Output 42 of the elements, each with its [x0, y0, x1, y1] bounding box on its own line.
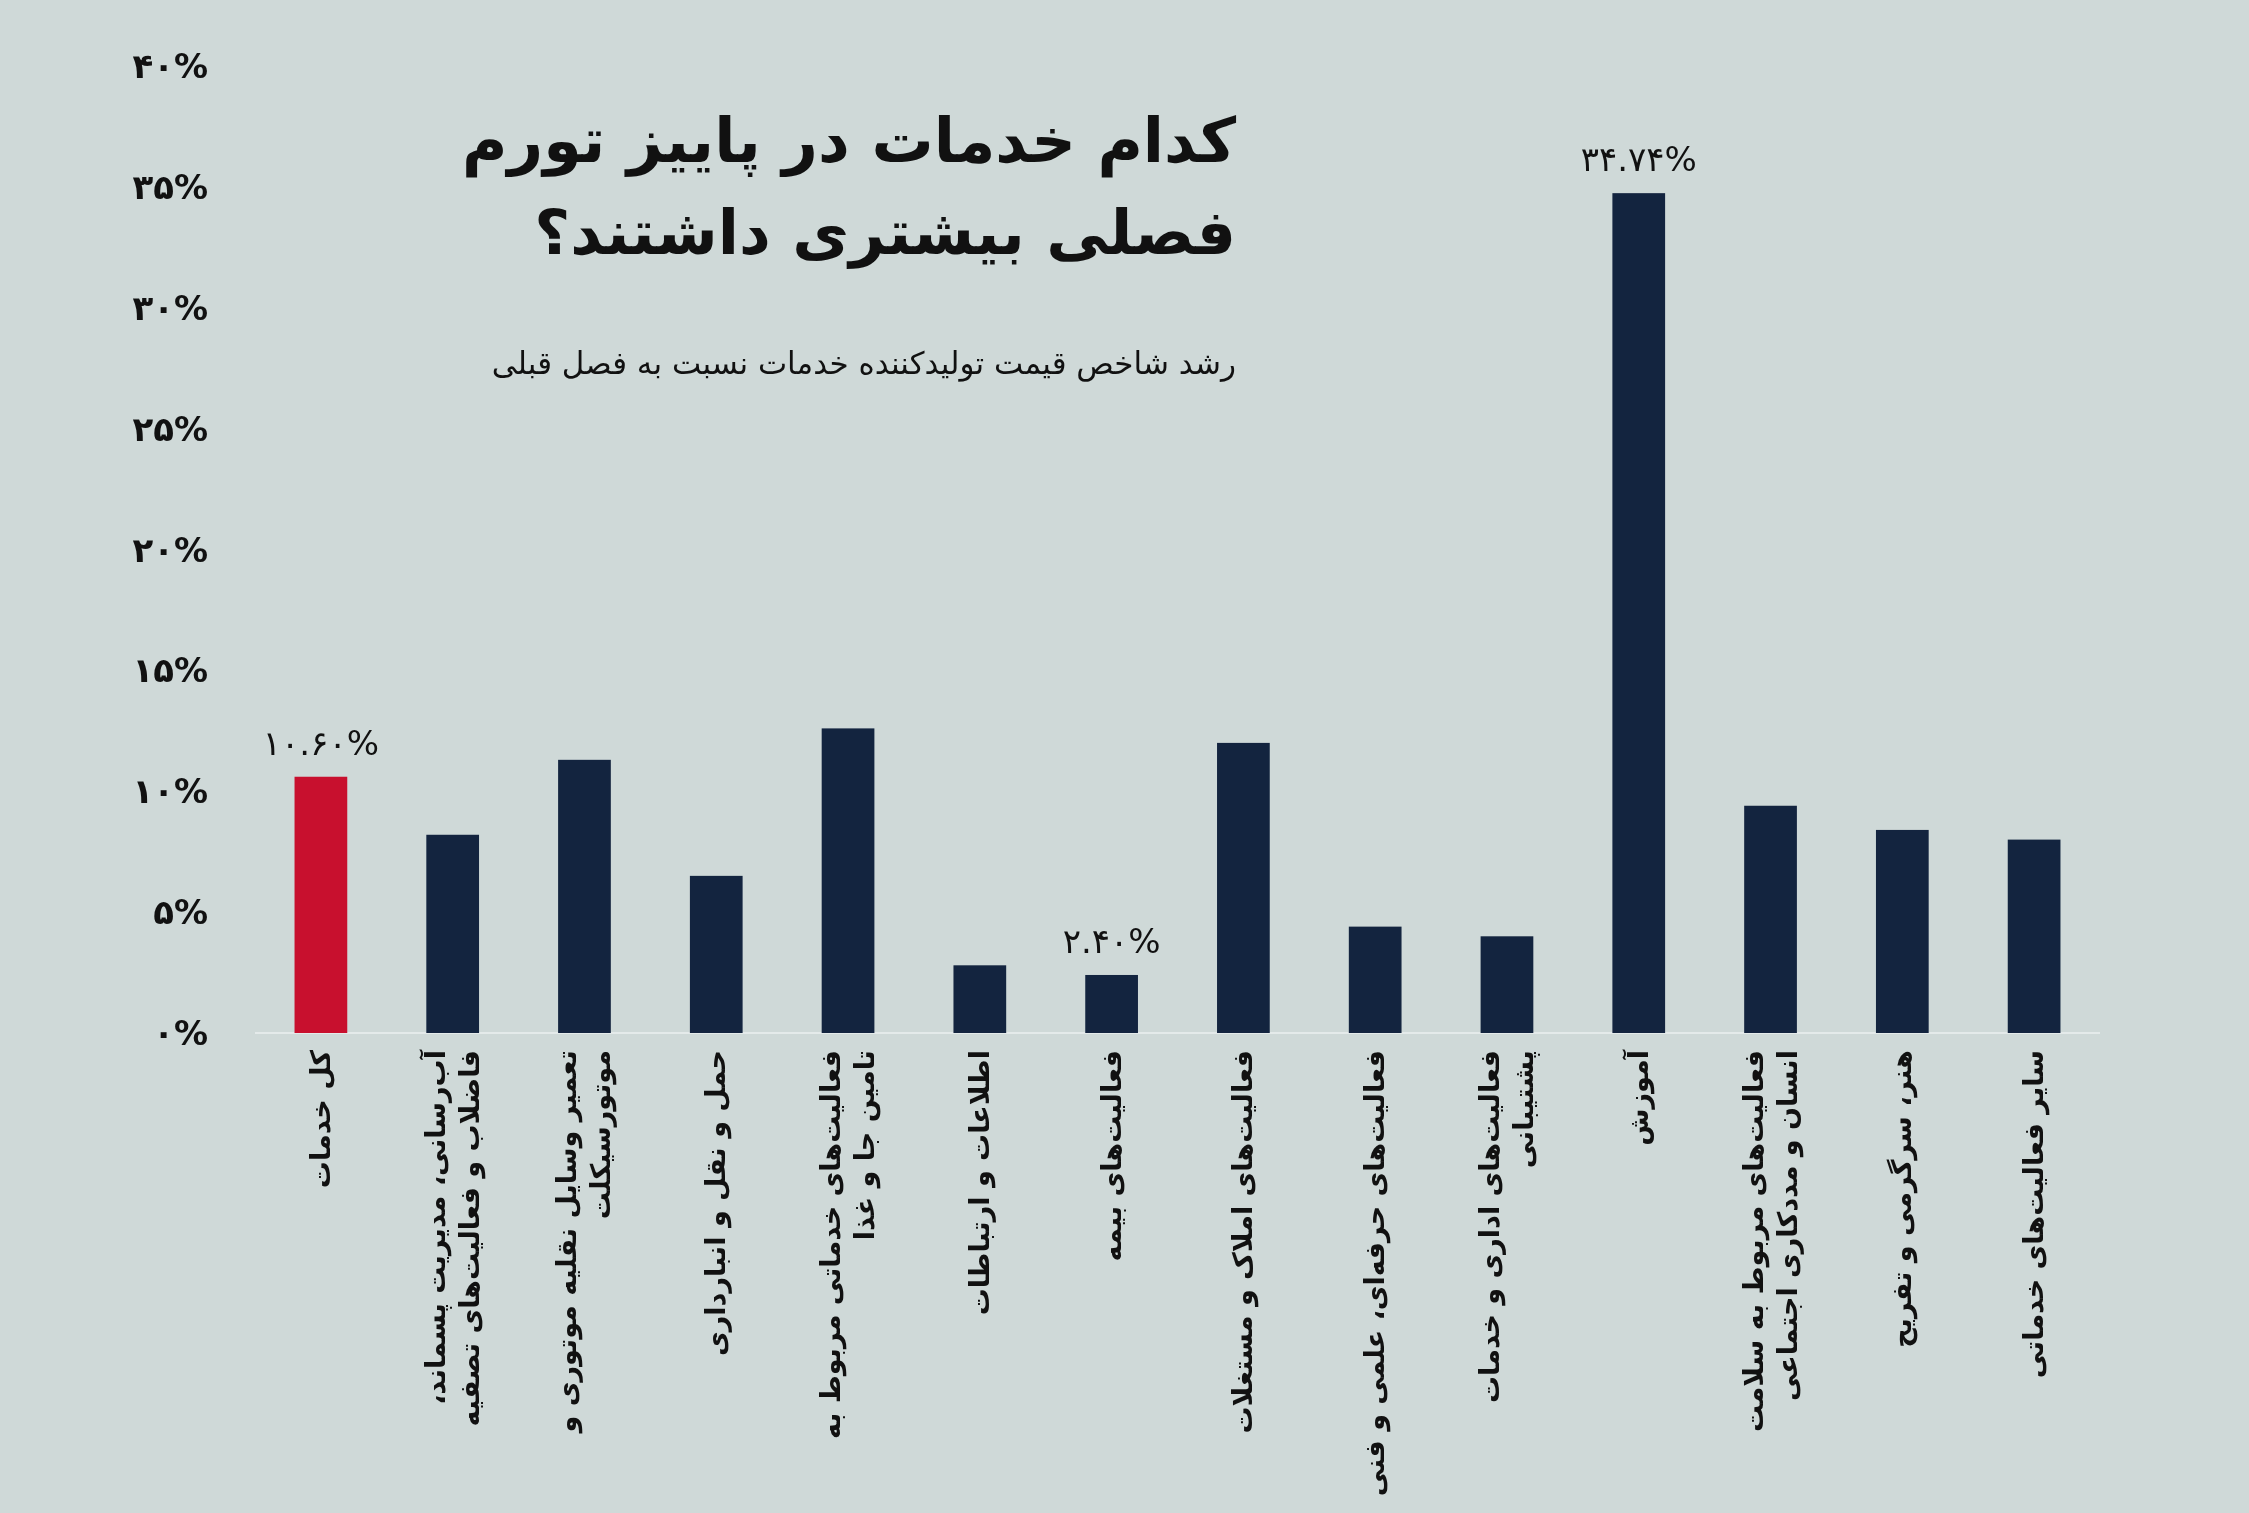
text: کدام خدمات در پاییز تورم فصلی بیشتری داشتند؟	[461, 103, 1236, 271]
data-label: ۳۴.۷۴%	[1580, 139, 1697, 180]
y-tick-label: ۳۰%	[132, 287, 208, 328]
data-label: ۱۰.۶۰%	[262, 722, 379, 763]
x-tick-label: سایر فعالیت‌های خدماتی	[2017, 1050, 2051, 1381]
bar	[1217, 742, 1270, 1033]
x-tick-label: فعالیت‌های مربوط به سلامت انسان و مددکاری اجتماعی	[1736, 1050, 1805, 1435]
x-tick-label: تعمیر وسایل نقلیه موتوری و موتورسیکلت	[550, 1050, 618, 1436]
x-tick-label: آموزش	[1621, 1050, 1656, 1148]
y-tick-label: ۱۰%	[132, 771, 208, 812]
x-tick-label: کل خدمات	[303, 1050, 337, 1191]
bar	[1875, 829, 1929, 1033]
bar	[821, 728, 875, 1033]
x-tick-label: فعالیت‌های املاک و مستغلات	[1226, 1050, 1260, 1436]
bar	[1612, 193, 1666, 1033]
bar	[1085, 974, 1138, 1033]
x-tick-label: فعالیت‌های بیمه	[1094, 1050, 1128, 1264]
y-tick-label: ۲۰%	[132, 529, 208, 570]
x-tick-label: فعالیت‌های اداری و خدمات پشتیبانی	[1472, 1050, 1541, 1406]
y-tick-label: ۰%	[153, 1013, 208, 1053]
bar	[558, 759, 611, 1033]
x-tick-label: آب‌رسانی، مدیریت پسماند، فاضلاب و فعالیت‌های تصفیه	[418, 1050, 487, 1429]
data-label: ۲.۴۰%	[1062, 920, 1161, 961]
text: رشد شاخص قیمت تولیدکننده خدمات نسبت به فصل قبلی	[490, 345, 1236, 381]
y-tick-label: ۱۵%	[132, 650, 208, 691]
x-tick-label: فعالیت‌های خدماتی مربوط به تامین جا و غذا	[814, 1050, 882, 1442]
x-tick-label: هنر، سرگرمی و تفریح	[1885, 1050, 1919, 1350]
y-tick-label: ۴۰%	[132, 46, 208, 86]
bar	[2007, 839, 2061, 1033]
x-tick-label: حمل و نقل و انبارداری	[699, 1050, 733, 1358]
x-tick-label: اطلاعات و ارتباطات	[962, 1050, 997, 1318]
bar	[1348, 926, 1402, 1033]
y-tick-label: ۳۵%	[132, 166, 208, 207]
bar	[426, 834, 480, 1033]
y-tick-label: ۵%	[153, 892, 208, 933]
y-tick-label: ۲۵%	[132, 408, 208, 449]
x-tick-label: فعالیت‌های حرفه‌ای، علمی و فنی	[1358, 1050, 1392, 1499]
bar	[953, 965, 1007, 1033]
bar	[1480, 936, 1534, 1033]
bar	[689, 875, 743, 1033]
bar	[294, 776, 348, 1033]
bar	[1744, 805, 1797, 1033]
